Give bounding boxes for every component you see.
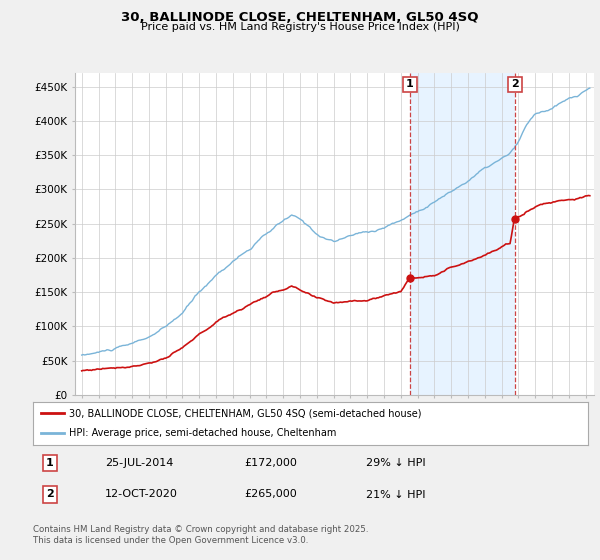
Text: 25-JUL-2014: 25-JUL-2014 xyxy=(105,458,173,468)
Text: 21% ↓ HPI: 21% ↓ HPI xyxy=(366,489,425,500)
Text: Contains HM Land Registry data © Crown copyright and database right 2025.
This d: Contains HM Land Registry data © Crown c… xyxy=(33,525,368,545)
Text: HPI: Average price, semi-detached house, Cheltenham: HPI: Average price, semi-detached house,… xyxy=(69,428,337,438)
Text: Price paid vs. HM Land Registry's House Price Index (HPI): Price paid vs. HM Land Registry's House … xyxy=(140,22,460,32)
Text: 30, BALLINODE CLOSE, CHELTENHAM, GL50 4SQ: 30, BALLINODE CLOSE, CHELTENHAM, GL50 4S… xyxy=(121,11,479,24)
Text: 2: 2 xyxy=(511,80,519,90)
Text: 1: 1 xyxy=(46,458,53,468)
Text: 2: 2 xyxy=(46,489,53,500)
Text: 1: 1 xyxy=(406,80,414,90)
Text: 12-OCT-2020: 12-OCT-2020 xyxy=(105,489,178,500)
Text: £172,000: £172,000 xyxy=(244,458,297,468)
Text: 29% ↓ HPI: 29% ↓ HPI xyxy=(366,458,425,468)
Bar xyxy=(410,73,515,395)
Text: £265,000: £265,000 xyxy=(244,489,296,500)
Text: 30, BALLINODE CLOSE, CHELTENHAM, GL50 4SQ (semi-detached house): 30, BALLINODE CLOSE, CHELTENHAM, GL50 4S… xyxy=(69,408,422,418)
